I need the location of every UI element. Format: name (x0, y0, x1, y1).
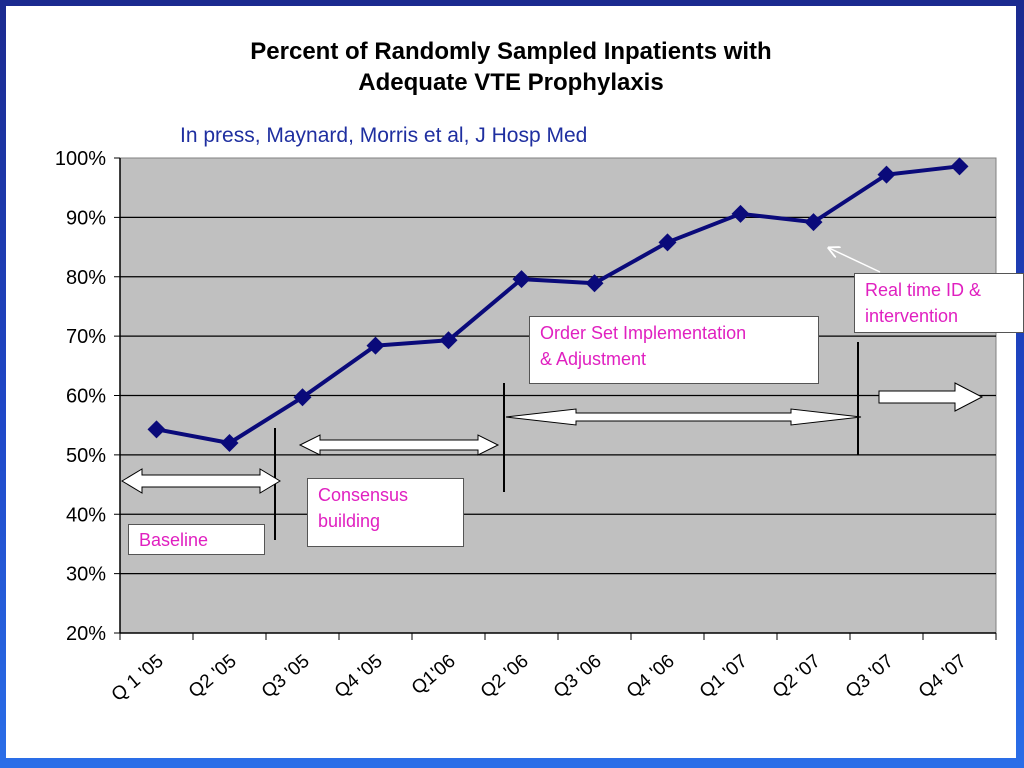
consensus-label-line-2: building (318, 511, 381, 531)
chart-title-line-1: Percent of Randomly Sampled Inpatients w… (250, 38, 772, 65)
data-point-marker (366, 336, 385, 355)
baseline-annotation: Baseline (128, 524, 265, 555)
baseline-label: Baseline (139, 530, 209, 550)
consensus-label-line-1: Consensus (318, 485, 409, 505)
y-tick-label: 20% (66, 623, 106, 645)
x-tick-label: Q4 '05 (331, 651, 387, 703)
y-tick-label: 100% (55, 148, 106, 170)
data-point-marker (147, 420, 166, 439)
x-tick-label: Q2 '05 (185, 651, 241, 703)
data-point-marker (293, 388, 312, 407)
data-point-marker (731, 204, 750, 223)
consensus-phase-arrow (298, 434, 500, 456)
x-tick-label: Q3 '07 (842, 651, 898, 703)
chart-title-line-2: Adequate VTE Prophylaxis (358, 69, 664, 96)
y-tick-label: 70% (66, 326, 106, 348)
y-axis-ticks: 20% 30% 40% 50% 60% 70% 80% 90% 100% (55, 148, 120, 645)
order-set-label-line-2: & Adjustment (540, 349, 647, 369)
series-line (156, 164, 960, 445)
y-tick-label: 80% (66, 267, 106, 289)
data-point-marker (220, 434, 239, 452)
x-tick-label: Q2 '07 (769, 651, 825, 703)
data-point-marker (585, 274, 604, 293)
chart-title: Percent of Randomly Sampled Inpatients w… (6, 36, 1016, 98)
data-point-marker (950, 157, 969, 176)
order-set-annotation: Order Set Implementation & Adjustment (529, 316, 819, 384)
realtime-label-line-2: intervention (865, 306, 959, 326)
chart-subtitle: In press, Maynard, Morris et al, J Hosp … (180, 124, 588, 147)
x-tick-label: Q4 '06 (623, 651, 679, 703)
data-point-marker (877, 165, 896, 184)
consensus-annotation: Consensus building (307, 478, 464, 547)
realtime-label-line-1: Real time ID & (865, 280, 982, 300)
x-tick-label: Q 1 '05 (108, 651, 168, 706)
order-set-phase-arrow (505, 408, 862, 426)
baseline-phase-arrow (121, 468, 281, 494)
x-tick-label: Q1'06 (408, 651, 460, 699)
y-tick-label: 60% (66, 386, 106, 408)
x-tick-label: Q2 '06 (477, 651, 533, 703)
order-set-label-line-1: Order Set Implementation (540, 323, 747, 343)
x-tick-label: Q3 '06 (550, 651, 606, 703)
gridlines (120, 216, 996, 575)
realtime-phase-arrow (878, 382, 984, 412)
y-tick-label: 40% (66, 504, 106, 526)
y-tick-label: 90% (66, 207, 106, 229)
data-point-marker (804, 213, 823, 232)
data-point-marker (512, 270, 531, 289)
x-tick-label: Q1 '07 (696, 651, 752, 703)
realtime-annotation: Real time ID & intervention (854, 273, 1024, 333)
data-point-marker (439, 331, 458, 350)
data-point-marker (658, 233, 677, 252)
y-tick-label: 30% (66, 564, 106, 586)
realtime-pointer-line (829, 248, 881, 273)
x-tick-label: Q4 '07 (915, 651, 971, 703)
y-tick-label: 50% (66, 445, 106, 467)
series-line-group (147, 157, 969, 452)
x-tick-label: Q3 '05 (258, 651, 314, 703)
